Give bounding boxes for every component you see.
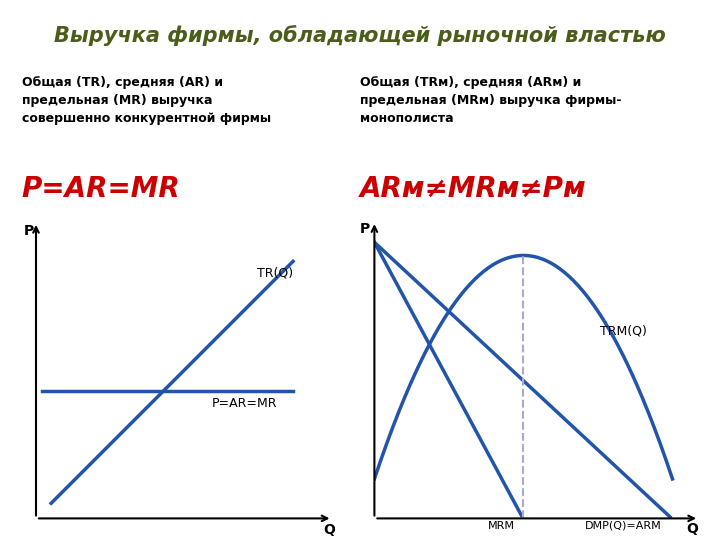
Text: P: P [359, 222, 369, 236]
Text: P=AR=MR: P=AR=MR [22, 175, 180, 203]
Text: Q: Q [323, 523, 336, 537]
Text: MRМ: MRМ [488, 521, 516, 531]
Text: Общая (TR), средняя (AR) и
предельная (MR) выручка
совершенно конкурентной фирмы: Общая (TR), средняя (AR) и предельная (M… [22, 76, 271, 125]
Text: Общая (TRм), средняя (ARм) и
предельная (MRм) выручка фирмы-
монополиста: Общая (TRм), средняя (ARм) и предельная … [360, 76, 621, 125]
Text: DМP(Q)=ARМ: DМP(Q)=ARМ [585, 521, 661, 531]
Text: Q: Q [686, 522, 698, 536]
Text: P=AR=MR: P=AR=MR [212, 396, 277, 409]
Text: ARм≠MRм≠Pм: ARм≠MRм≠Pм [360, 175, 587, 203]
Text: Выручка фирмы, обладающей рыночной властью: Выручка фирмы, обладающей рыночной власт… [54, 25, 666, 45]
Text: TRМ(Q): TRМ(Q) [600, 325, 647, 338]
Text: TR(Q): TR(Q) [257, 266, 293, 280]
Text: P: P [23, 224, 34, 238]
